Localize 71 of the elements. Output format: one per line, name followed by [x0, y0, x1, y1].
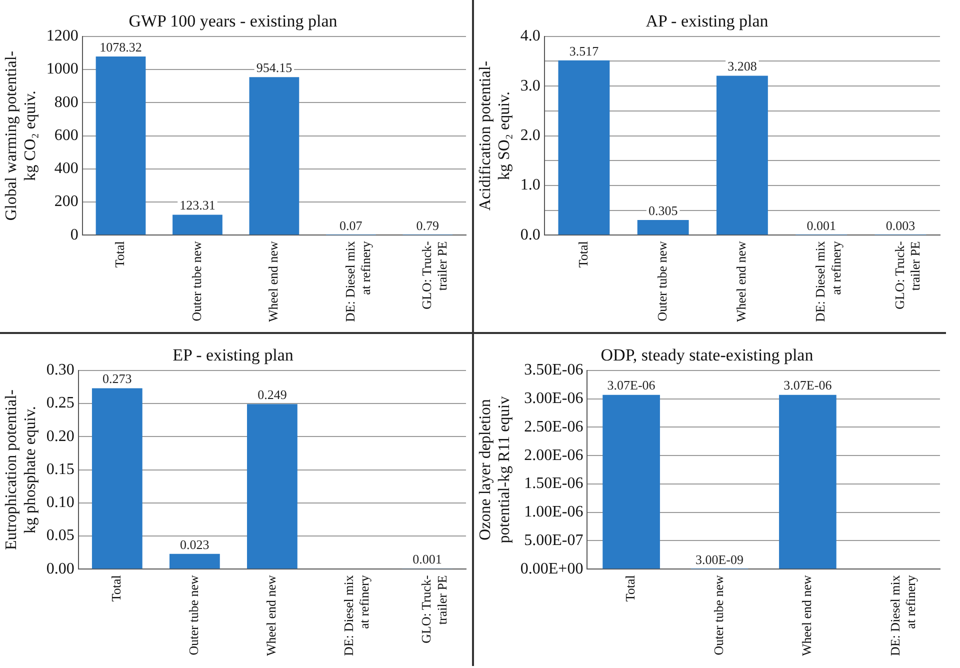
- y-tick-label: 2.50E-06: [524, 418, 584, 436]
- x-tick-label: DE: Diesel mix at refinery: [887, 574, 918, 656]
- y-tick-label: 600: [54, 126, 78, 144]
- x-tick-label: Total: [575, 240, 590, 268]
- data-label: 1078.32: [100, 39, 142, 54]
- chart-title: AP - existing plan: [646, 12, 769, 31]
- y-tick-label: 0.30: [46, 362, 74, 379]
- y-tick-label: 1.00E-06: [524, 504, 584, 521]
- data-label: 3.07E-06: [607, 378, 656, 393]
- x-tick-label: Outer tube new: [186, 574, 202, 656]
- data-label: 0.79: [416, 218, 440, 233]
- x-tick-label: GLO: Truck- trailer PE: [419, 241, 450, 310]
- x-tick-label: Wheel end new: [799, 574, 814, 656]
- y-tick-label: 400: [54, 160, 78, 178]
- x-tick-label: Outer tube new: [654, 240, 670, 322]
- data-label: 3.07E-06: [784, 378, 832, 393]
- y-tick-label: 2.0: [520, 126, 540, 144]
- y-tick-label: 0: [70, 226, 78, 244]
- y-tick-label: 3.00E-06: [524, 390, 584, 407]
- y-tick-label: 800: [54, 94, 78, 111]
- x-tick-label: GLO: Truck- trailer PE: [418, 575, 450, 644]
- data-label: 0.001: [806, 218, 836, 233]
- y-axis-title: Ozone layer depletion potential-kg R11 equiv: [476, 396, 514, 544]
- data-label: 123.31: [180, 198, 216, 213]
- y-tick-label: 5.00E-07: [524, 532, 584, 549]
- x-tick-label: DE: Diesel mix at refinery: [341, 574, 372, 656]
- y-tick-label: 0.20: [46, 428, 74, 445]
- y-tick-label: 2.00E-06: [524, 446, 584, 464]
- chart-title: GWP 100 years - existing plan: [128, 12, 338, 31]
- y-tick-label: 0.25: [46, 394, 74, 412]
- data-label: 3.00E-09: [695, 552, 744, 567]
- y-tick-label: 0.05: [46, 527, 74, 544]
- x-tick-label: Outer tube new: [188, 240, 204, 322]
- y-tick-label: 3.50E-06: [524, 362, 584, 379]
- x-tick-label: Total: [622, 574, 638, 602]
- data-label: 0.305: [648, 202, 678, 218]
- x-tick-label: Total: [108, 574, 124, 602]
- x-tick-label: Total: [112, 240, 128, 268]
- x-tick-label: Wheel end new: [734, 240, 749, 322]
- y-axis-title: Acidification potential- kg SO₂ equiv.: [476, 60, 514, 211]
- y-axis-title: Eutrophication potential- kg phosphate equiv.: [2, 390, 40, 550]
- y-tick-label: 1200: [46, 28, 78, 45]
- y-tick-label: 3.0: [520, 77, 540, 94]
- y-tick-label: 0.0: [520, 226, 540, 244]
- data-label: 3.208: [728, 58, 757, 74]
- x-tick-label: Wheel end new: [266, 240, 281, 322]
- y-tick-label: 1000: [46, 60, 78, 78]
- y-tick-label: 0.10: [46, 494, 74, 512]
- y-tick-label: 4.0: [520, 28, 540, 45]
- x-tick-label: Wheel end new: [264, 574, 279, 656]
- x-tick-label: GLO: Truck- trailer PE: [892, 241, 922, 310]
- x-tick-label: Outer tube new: [710, 574, 726, 656]
- x-tick-label: DE: Diesel mix at refinery: [342, 240, 373, 322]
- y-axis-title: Global warming potential- kg CO₂ equiv.: [2, 50, 40, 221]
- y-tick-label: 1.0: [520, 176, 540, 194]
- data-label: 0.273: [102, 371, 132, 386]
- data-label: 954.15: [256, 60, 292, 76]
- data-label: 0.07: [340, 218, 363, 234]
- data-label: 3.517: [569, 43, 600, 58]
- data-label: 0.001: [412, 551, 442, 566]
- y-tick-label: 0.00: [46, 560, 74, 578]
- chart-title: ODP, steady state-existing plan: [600, 346, 814, 365]
- data-label: 0.003: [886, 218, 916, 233]
- y-tick-label: 0.00E+00: [520, 560, 584, 578]
- y-tick-label: 200: [54, 193, 78, 210]
- y-tick-label: 1.50E-06: [524, 475, 584, 492]
- data-label: 0.249: [258, 387, 287, 402]
- chart-title: EP - existing plan: [172, 346, 294, 365]
- data-label: 0.023: [180, 536, 210, 552]
- x-tick-label: DE: Diesel mix at refinery: [812, 240, 844, 322]
- y-tick-label: 0.15: [46, 460, 74, 478]
